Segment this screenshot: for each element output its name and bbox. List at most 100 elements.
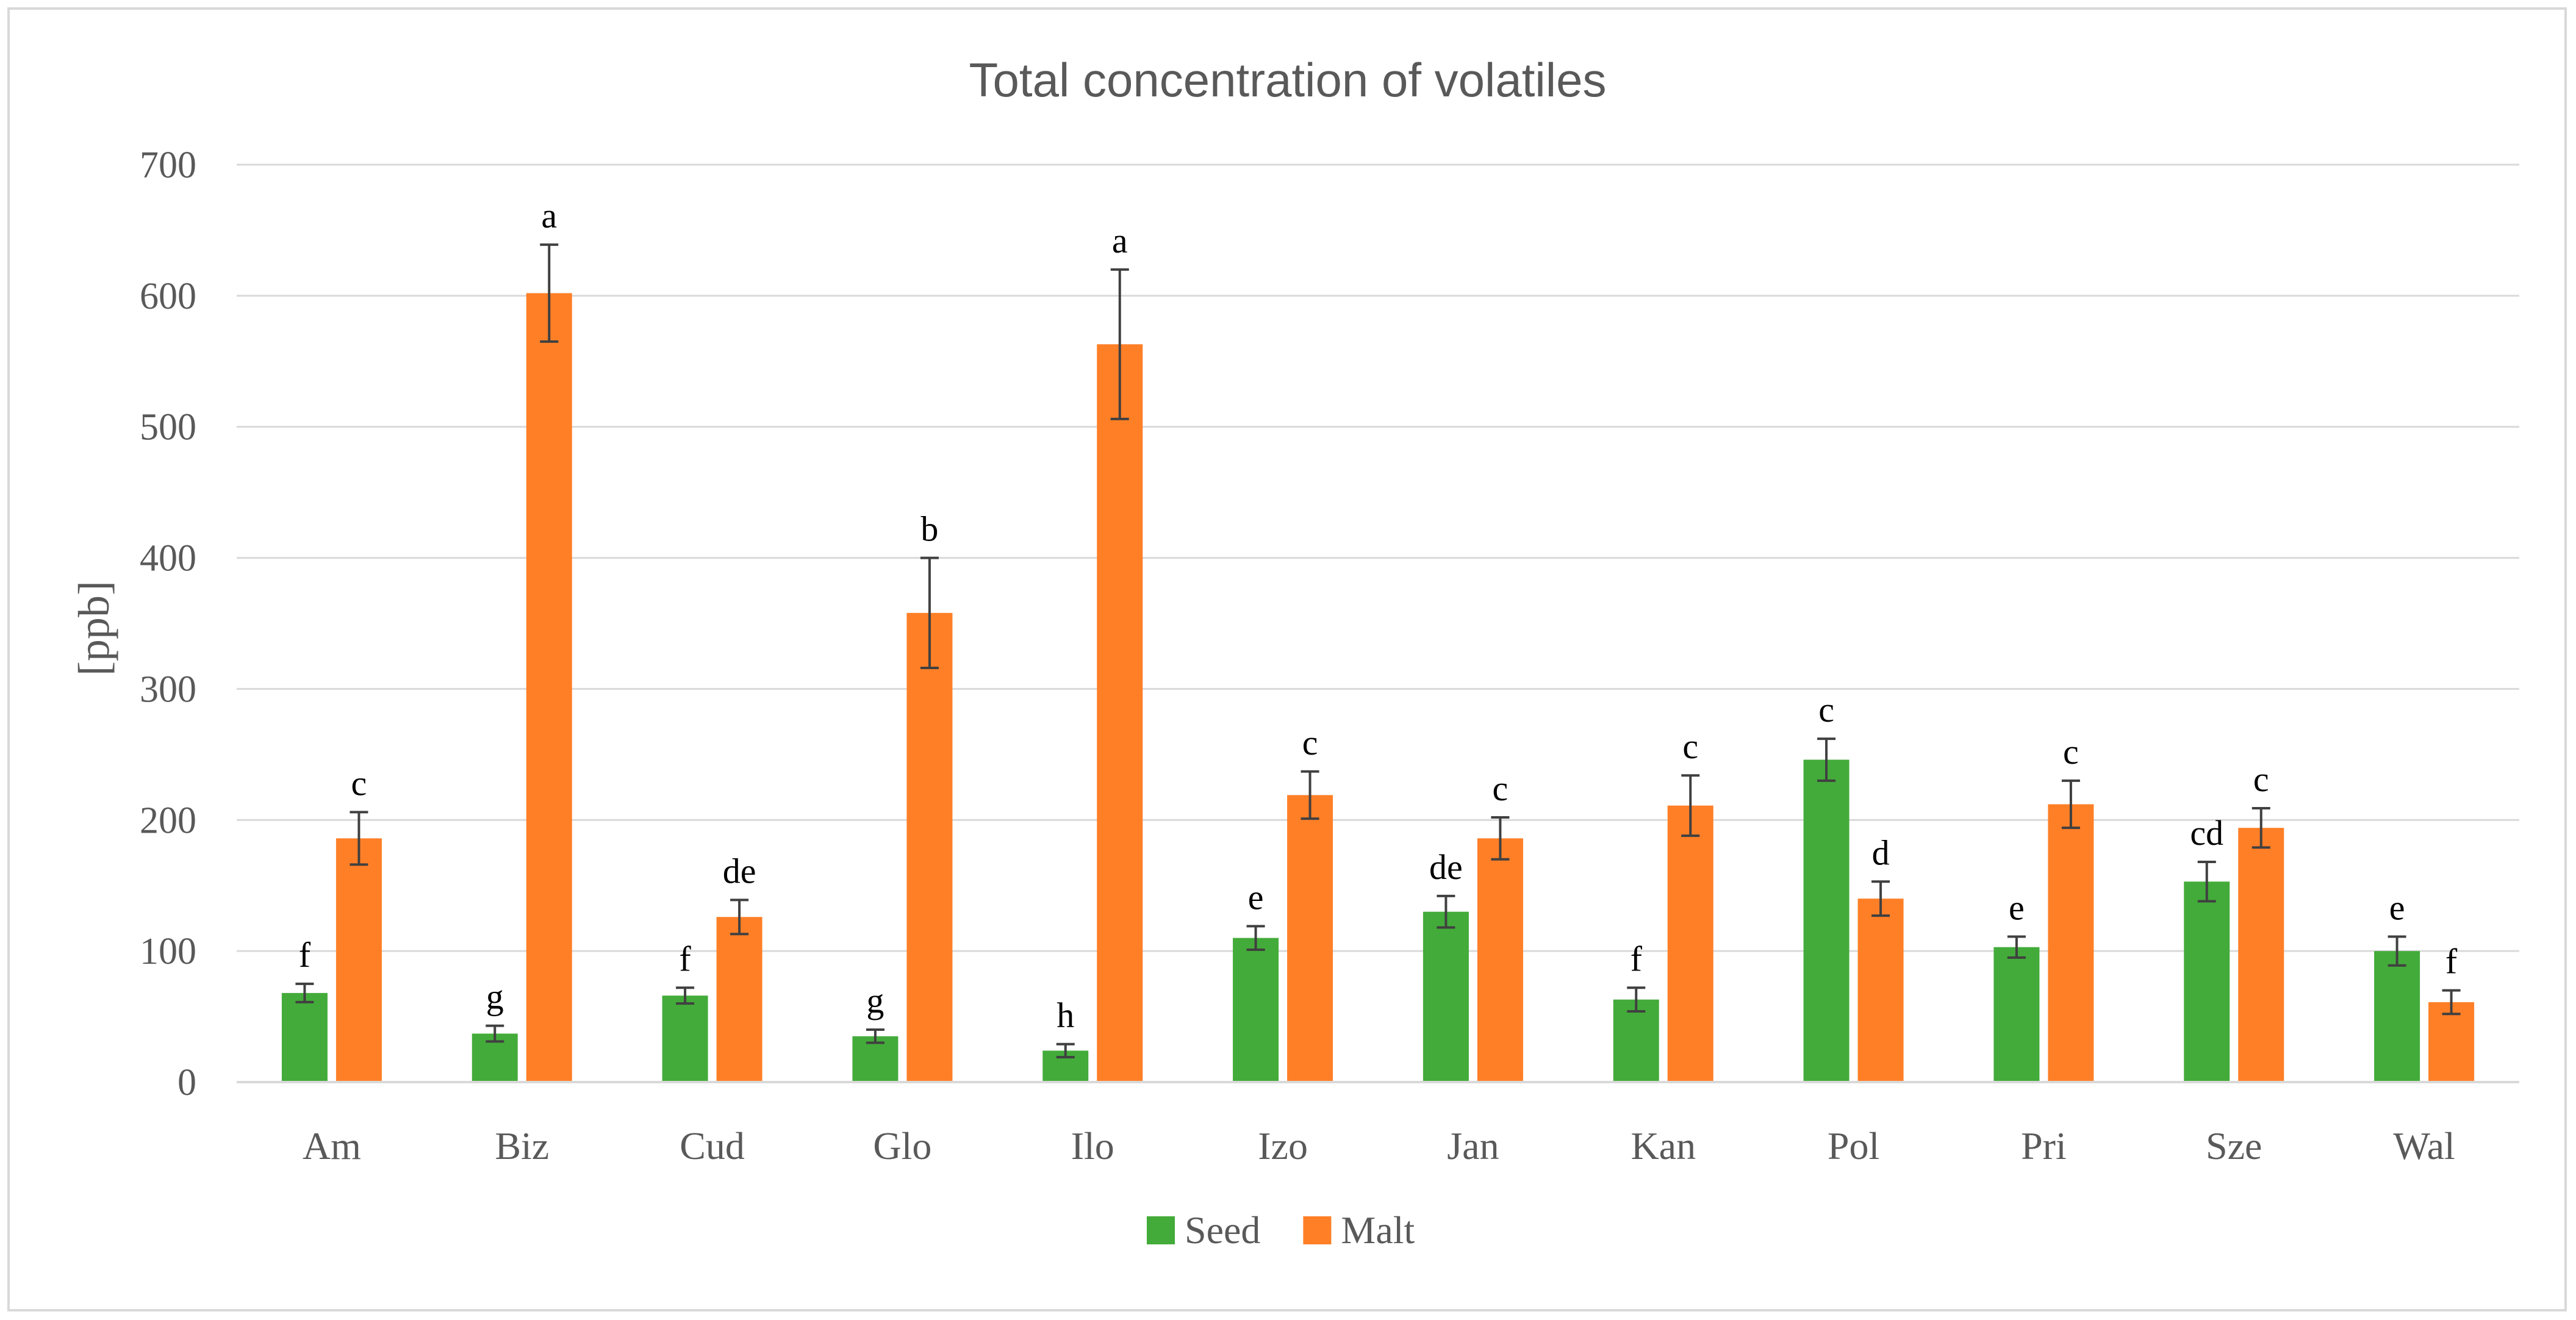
bar-malt-kan: [1667, 805, 1713, 1082]
y-tick-label-200: 200: [140, 800, 196, 841]
error-bar-seed-kan: [1627, 986, 1646, 1013]
x-tick-label-pri: Pri: [2021, 1124, 2067, 1168]
chart-frame: [7, 7, 2567, 1311]
y-tick-label-700: 700: [140, 145, 196, 186]
error-bar-malt-wal: [2442, 989, 2461, 1016]
x-tick-label-biz: Biz: [495, 1124, 549, 1168]
error-bar-malt-jan: [1491, 816, 1510, 861]
sig-label-seed-glo: g: [866, 981, 884, 1020]
error-bar-malt-cud: [730, 899, 749, 936]
bar-seed-kan: [1613, 999, 1659, 1082]
y-axis-title: [ppb]: [70, 581, 118, 676]
bar-seed-sze: [2184, 881, 2230, 1082]
sig-label-malt-izo: c: [1302, 723, 1318, 762]
sig-label-malt-sze: c: [2253, 759, 2269, 799]
sig-label-seed-sze: cd: [2190, 813, 2223, 853]
sig-label-malt-kan: c: [1682, 726, 1698, 766]
bar-malt-jan: [1477, 838, 1523, 1082]
error-bar-seed-ilo: [1056, 1042, 1075, 1059]
error-bar-seed-pol: [1817, 737, 1836, 782]
error-bar-seed-pri: [2007, 935, 2026, 959]
sig-label-malt-wal: f: [2445, 942, 2458, 981]
bars: [281, 293, 2475, 1083]
bar-malt-glo: [906, 612, 953, 1082]
sig-label-malt-jan: c: [1493, 769, 1509, 808]
sig-label-seed-pri: e: [2009, 888, 2025, 928]
bar-seed-am: [281, 992, 328, 1082]
error-bar-seed-biz: [486, 1024, 504, 1043]
x-tick-label-jan: Jan: [1447, 1124, 1499, 1168]
error-bar-malt-izo: [1301, 770, 1319, 820]
error-bar-malt-glo: [920, 556, 939, 670]
error-bars: [295, 243, 2461, 1059]
bar-seed-izo: [1233, 938, 1279, 1082]
bar-seed-pri: [1993, 947, 2040, 1082]
error-bar-malt-pol: [1871, 880, 1890, 917]
sig-label-malt-am: c: [351, 763, 367, 803]
error-bar-seed-am: [295, 982, 314, 1003]
sig-label-seed-wal: e: [2389, 888, 2405, 928]
x-tick-label-ilo: Ilo: [1071, 1124, 1114, 1168]
error-bar-malt-pri: [2061, 779, 2080, 830]
sig-label-malt-ilo: a: [1112, 221, 1128, 260]
error-bar-malt-sze: [2251, 806, 2270, 849]
sig-label-seed-biz: g: [486, 977, 504, 1017]
sig-label-malt-cud: de: [723, 851, 756, 891]
x-tick-label-sze: Sze: [2206, 1124, 2262, 1168]
bar-malt-pri: [2048, 804, 2094, 1082]
error-bar-seed-glo: [866, 1028, 884, 1044]
sig-label-seed-cud: f: [679, 939, 691, 978]
error-bar-seed-sze: [2197, 861, 2216, 903]
x-tick-label-cud: Cud: [680, 1124, 745, 1168]
error-bar-seed-izo: [1246, 925, 1265, 951]
x-tick-label-izo: Izo: [1258, 1124, 1308, 1168]
error-bar-malt-kan: [1681, 774, 1700, 838]
y-tick-label-500: 500: [140, 407, 196, 448]
legend: Seed Malt: [1147, 1208, 1415, 1252]
error-bar-malt-biz: [540, 243, 559, 343]
error-bar-seed-jan: [1437, 894, 1455, 929]
y-axis-ticks: 0 100 200 300 400 500 600 700: [140, 145, 196, 1103]
y-tick-label-600: 600: [140, 276, 196, 317]
y-tick-label-300: 300: [140, 669, 196, 710]
x-tick-label-kan: Kan: [1631, 1124, 1696, 1168]
error-bar-seed-cud: [676, 986, 695, 1005]
bar-malt-cud: [716, 917, 762, 1082]
sig-label-malt-glo: b: [920, 509, 938, 549]
gridlines: [237, 163, 2519, 952]
sig-label-seed-pol: c: [1818, 690, 1834, 730]
sig-label-seed-izo: e: [1248, 877, 1264, 917]
sig-label-seed-ilo: h: [1057, 995, 1074, 1035]
legend-label-seed: Seed: [1185, 1208, 1260, 1252]
sig-label-seed-am: f: [299, 935, 311, 975]
legend-swatch-malt: [1303, 1216, 1332, 1244]
bar-seed-wal: [2374, 951, 2420, 1082]
error-bar-malt-ilo: [1110, 268, 1129, 420]
bar-malt-sze: [2238, 828, 2284, 1082]
bar-seed-jan: [1423, 911, 1469, 1082]
x-tick-label-pol: Pol: [1828, 1124, 1879, 1168]
bar-malt-pol: [1857, 899, 1904, 1082]
sig-label-malt-pri: c: [2063, 732, 2079, 772]
y-tick-label-100: 100: [140, 931, 196, 972]
bar-seed-pol: [1803, 759, 1849, 1082]
bar-seed-cud: [662, 995, 708, 1082]
x-tick-label-glo: Glo: [873, 1124, 931, 1168]
x-tick-label-am: Am: [303, 1124, 361, 1168]
bar-malt-am: [335, 838, 382, 1082]
sig-label-malt-biz: a: [541, 196, 557, 235]
x-tick-label-wal: Wal: [2393, 1124, 2455, 1168]
sig-label-seed-kan: f: [1631, 939, 1643, 978]
error-bar-seed-wal: [2388, 935, 2406, 967]
y-tick-label-0: 0: [178, 1062, 196, 1103]
sig-label-malt-pol: d: [1872, 833, 1890, 872]
legend-swatch-seed: [1147, 1216, 1175, 1244]
chart-title: Total concentration of volatiles: [969, 53, 1607, 107]
sig-label-seed-jan: de: [1429, 847, 1463, 887]
error-bar-malt-am: [350, 811, 368, 866]
y-tick-label-400: 400: [140, 538, 196, 579]
bar-malt-biz: [526, 293, 572, 1082]
bar-malt-izo: [1287, 795, 1333, 1082]
